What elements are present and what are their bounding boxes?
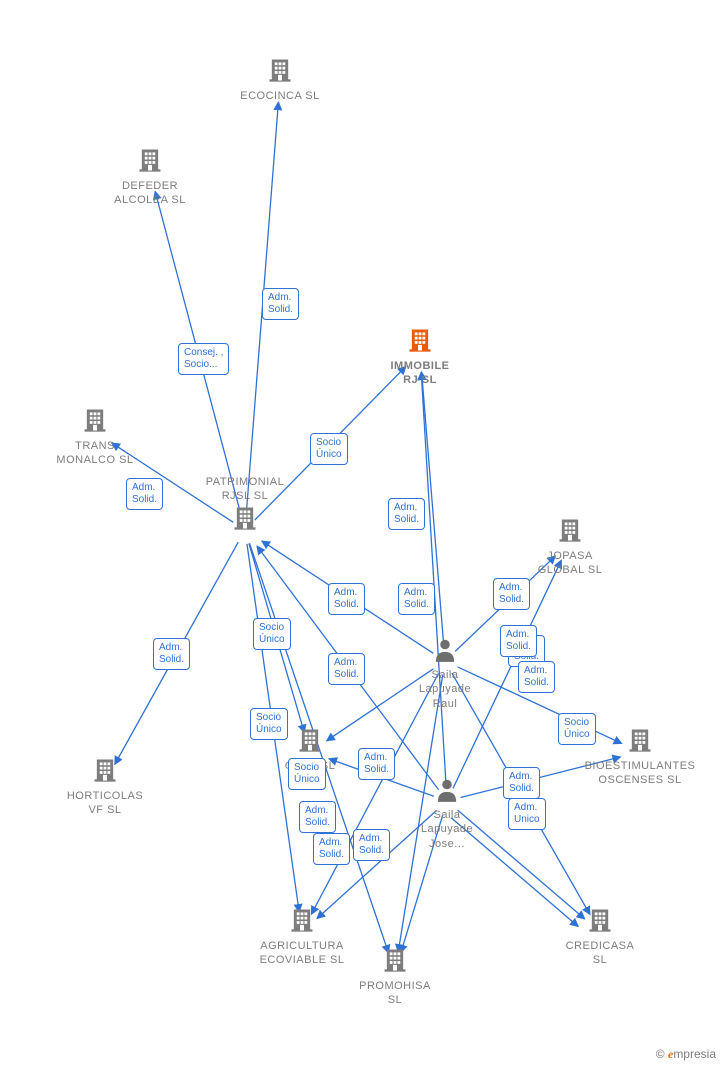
edge-label: Adm.Solid. — [503, 767, 540, 799]
node-label: ECOCINCA SL — [220, 89, 340, 103]
building-icon — [45, 756, 165, 789]
edge-label: SocioÚnico — [558, 713, 596, 745]
edge-label: Adm.Solid. — [493, 578, 530, 610]
node-label: PROMOHISASL — [335, 979, 455, 1008]
edge-label: SocioÚnico — [253, 618, 291, 650]
node-immobile[interactable]: IMMOBILERJ SL — [360, 326, 480, 388]
node-label: TRANSMONALCO SL — [35, 439, 155, 468]
node-promohisa[interactable]: PROMOHISASL — [335, 946, 455, 1008]
node-label: BIOESTIMULANTESOSCENSES SL — [580, 759, 700, 788]
building-icon — [335, 946, 455, 979]
edge-label: Adm.Solid. — [398, 583, 435, 615]
edge-label: Adm.Solid. — [313, 833, 350, 865]
edge-label: Consej. ,Socio... — [178, 343, 229, 375]
edge-label: Adm.Solid. — [299, 801, 336, 833]
node-label: IMMOBILERJ SL — [360, 359, 480, 388]
edge-label: Adm.Solid. — [358, 748, 395, 780]
edge-label: Adm.Solid. — [328, 653, 365, 685]
node-label: DEFEDERALCOLEA SL — [90, 179, 210, 208]
node-trans[interactable]: TRANSMONALCO SL — [35, 406, 155, 468]
edge-label: SocioÚnico — [288, 758, 326, 790]
person-icon — [387, 777, 507, 808]
building-icon — [90, 146, 210, 179]
edge-label: Adm.Unico — [508, 798, 546, 830]
edge-label: SocioÚnico — [250, 708, 288, 740]
node-bioestim[interactable]: BIOESTIMULANTESOSCENSES SL — [580, 726, 700, 788]
node-label: JOPASAGLOBAL SL — [510, 549, 630, 578]
building-icon — [540, 906, 660, 939]
edge — [421, 372, 446, 787]
building-icon — [580, 726, 700, 759]
node-defeder[interactable]: DEFEDERALCOLEA SL — [90, 146, 210, 208]
node-jose[interactable]: SailaLapuyadeJose... — [387, 777, 507, 851]
node-ecocinca[interactable]: ECOCINCA SL — [220, 56, 340, 103]
building-icon — [360, 326, 480, 359]
node-label: PATRIMONIALRJSL SL — [185, 475, 305, 504]
node-label: SailaLapuyadeJose... — [387, 808, 507, 851]
edge-label: Adm.Solid. — [262, 288, 299, 320]
edge-label: Adm.Solid. — [500, 625, 537, 657]
edge-label: Adm.Solid. — [388, 498, 425, 530]
person-icon — [385, 637, 505, 668]
edge-label: Adm.Solid. — [353, 829, 390, 861]
node-patrimonial[interactable]: PATRIMONIALRJSL SL — [185, 475, 305, 537]
edge-label: SocioÚnico — [310, 433, 348, 465]
node-label: CREDICASASL — [540, 939, 660, 968]
node-raul[interactable]: SailaLapuyadeRaul — [385, 637, 505, 711]
footer-copyright: © empresia — [656, 1047, 716, 1062]
edge-label: Adm.Solid. — [518, 661, 555, 693]
node-label: HORTICOLASVF SL — [45, 789, 165, 818]
edge-label: Adm.Solid. — [153, 638, 190, 670]
edge-label: Adm.Solid. — [126, 478, 163, 510]
node-horticolas[interactable]: HORTICOLASVF SL — [45, 756, 165, 818]
building-icon — [242, 906, 362, 939]
edge-label: Adm.Solid. — [328, 583, 365, 615]
node-credicasa[interactable]: CREDICASASL — [540, 906, 660, 968]
building-icon — [220, 56, 340, 89]
node-jopasa[interactable]: JOPASAGLOBAL SL — [510, 516, 630, 578]
node-label: SailaLapuyadeRaul — [385, 668, 505, 711]
building-icon — [510, 516, 630, 549]
building-icon — [35, 406, 155, 439]
building-icon — [185, 504, 305, 537]
